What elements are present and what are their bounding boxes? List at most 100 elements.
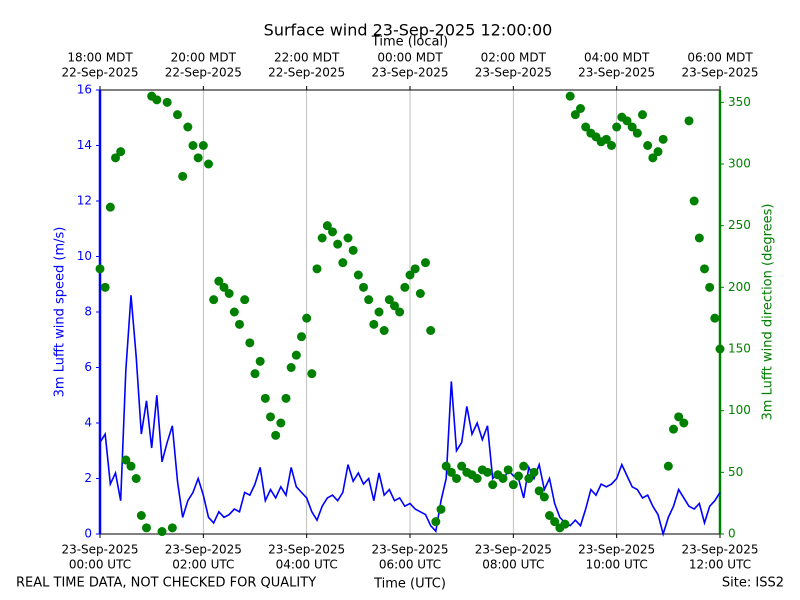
- direction-point: [446, 467, 456, 477]
- y-axis-label: 3m Lufft wind speed (m/s): [53, 227, 68, 398]
- top-x-tick-label: 22-Sep-2025: [165, 66, 242, 80]
- y2-tick-label: 200: [728, 280, 751, 294]
- direction-point: [715, 344, 725, 354]
- direction-point: [343, 233, 353, 243]
- direction-point: [255, 356, 265, 366]
- top-x-tick-label: 22-Sep-2025: [268, 66, 345, 80]
- direction-point: [529, 467, 539, 477]
- x-axis-label: Time (UTC): [373, 577, 446, 592]
- direction-point: [281, 393, 291, 403]
- direction-point: [710, 313, 720, 323]
- direction-point: [498, 474, 508, 483]
- direction-point: [302, 313, 312, 323]
- direction-point: [348, 245, 358, 255]
- direction-point: [700, 264, 709, 274]
- direction-point: [229, 307, 239, 317]
- direction-point: [534, 486, 544, 496]
- direction-point: [560, 519, 570, 529]
- direction-point: [658, 134, 668, 144]
- direction-point: [338, 258, 348, 268]
- direction-point: [100, 282, 110, 292]
- direction-point: [679, 418, 689, 428]
- direction-point: [116, 147, 126, 157]
- direction-point: [193, 153, 203, 163]
- direction-point: [126, 461, 136, 471]
- x-tick-label: 06:00 UTC: [379, 558, 441, 572]
- direction-point: [415, 289, 425, 298]
- y-tick-label: 2: [84, 471, 92, 485]
- direction-point: [317, 233, 327, 243]
- direction-point: [503, 465, 513, 475]
- direction-point: [178, 171, 188, 181]
- direction-point: [457, 461, 467, 471]
- direction-point: [508, 480, 518, 490]
- direction-point: [539, 492, 549, 502]
- direction-point: [312, 264, 322, 274]
- direction-point: [322, 221, 332, 231]
- direction-point: [162, 97, 172, 107]
- direction-point: [359, 282, 368, 292]
- direction-point: [705, 282, 715, 292]
- direction-point: [581, 122, 591, 132]
- direction-point: [565, 91, 575, 101]
- direction-point: [245, 338, 255, 348]
- direction-point: [276, 418, 286, 428]
- direction-point: [121, 455, 131, 465]
- direction-point: [472, 474, 482, 483]
- direction-point: [622, 116, 632, 126]
- x-tick-label: 12:00 UTC: [689, 558, 751, 572]
- direction-point: [224, 289, 234, 298]
- direction-point: [674, 412, 684, 422]
- direction-point: [188, 141, 198, 150]
- x-tick-label: 23-Sep-2025: [268, 543, 345, 557]
- top-x-tick-label: 18:00 MDT: [67, 51, 133, 65]
- chart-title: Surface wind 23-Sep-2025 12:00:00: [264, 21, 553, 40]
- x-tick-label: 02:00 UTC: [172, 558, 234, 572]
- direction-point: [441, 461, 451, 471]
- top-x-tick-label: 04:00 MDT: [584, 51, 650, 65]
- y-tick-label: 6: [84, 360, 92, 374]
- direction-point: [426, 326, 436, 335]
- y2-tick-label: 250: [728, 218, 751, 232]
- direction-point: [157, 527, 167, 537]
- direction-point: [421, 258, 430, 268]
- direction-point: [379, 326, 389, 335]
- direction-point: [452, 474, 461, 483]
- direction-point: [570, 110, 580, 120]
- direction-point: [328, 227, 337, 237]
- y-tick-label: 0: [84, 527, 92, 541]
- top-x-tick-label: 23-Sep-2025: [371, 66, 448, 80]
- direction-point: [483, 467, 492, 477]
- direction-point: [632, 128, 642, 138]
- direction-point: [431, 517, 441, 527]
- direction-point: [173, 110, 182, 120]
- direction-point: [105, 202, 115, 212]
- direction-point: [353, 270, 363, 280]
- direction-point: [545, 511, 554, 520]
- top-x-tick-label: 22:00 MDT: [274, 51, 340, 65]
- direction-point: [550, 517, 560, 527]
- direction-point: [142, 523, 151, 533]
- direction-point: [643, 141, 653, 150]
- footer-note: REAL TIME DATA, NOT CHECKED FOR QUALITY: [16, 576, 316, 591]
- top-x-tick-label: 23-Sep-2025: [681, 66, 758, 80]
- direction-point: [519, 461, 529, 471]
- direction-point: [638, 110, 647, 120]
- direction-point: [514, 471, 523, 481]
- direction-point: [131, 474, 141, 483]
- direction-point: [410, 264, 420, 274]
- x-tick-label: 23-Sep-2025: [578, 543, 655, 557]
- direction-point: [235, 319, 244, 329]
- y2-tick-label: 350: [728, 95, 751, 109]
- direction-point: [400, 282, 410, 292]
- direction-point: [648, 153, 658, 163]
- direction-point: [607, 141, 616, 150]
- direction-point: [689, 196, 699, 206]
- y-tick-label: 10: [77, 249, 92, 263]
- direction-point: [612, 122, 622, 132]
- direction-point: [291, 350, 301, 360]
- direction-point: [209, 295, 219, 305]
- x-tick-label: 08:00 UTC: [482, 558, 544, 572]
- direction-point: [669, 424, 678, 434]
